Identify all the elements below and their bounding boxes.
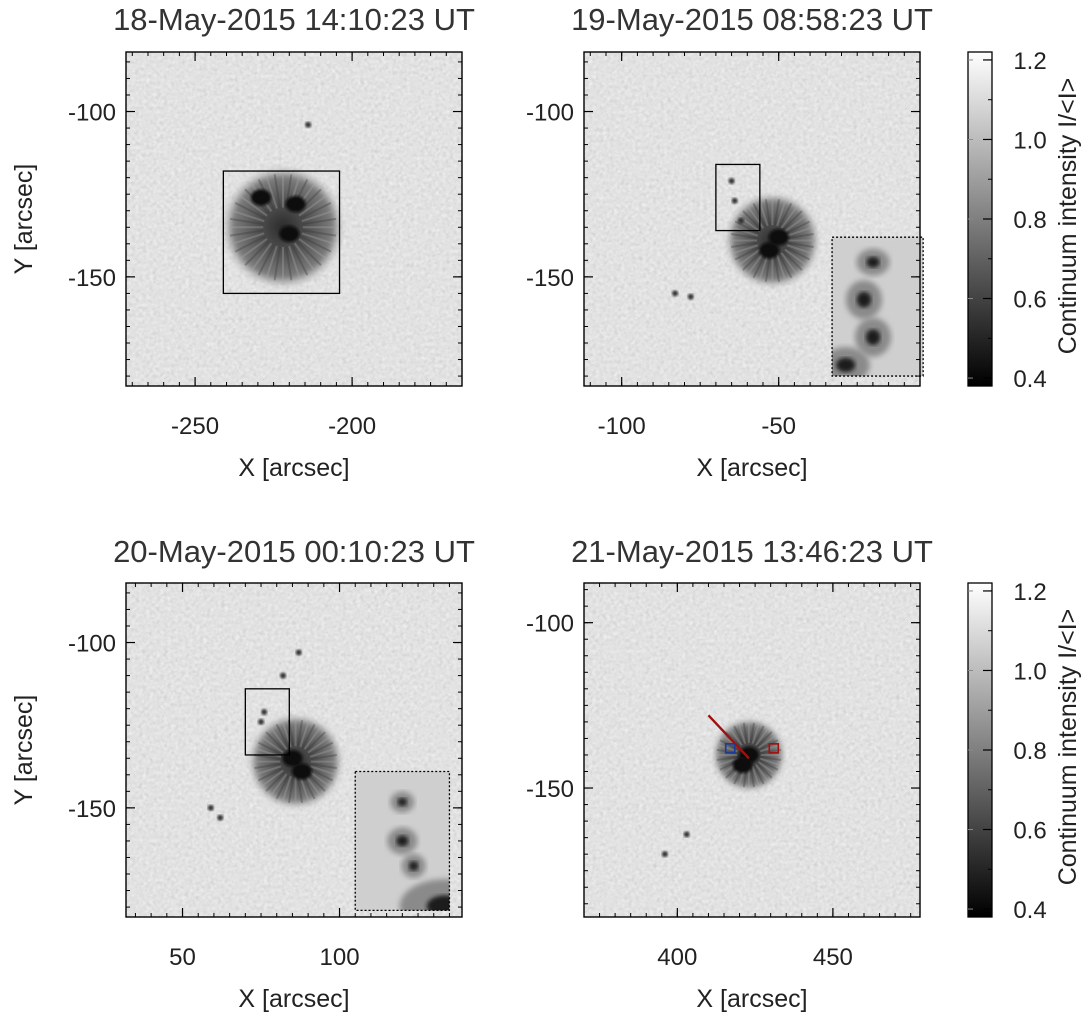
y-tick-label: -150 (526, 265, 574, 292)
inset-feature-1 (866, 256, 880, 268)
x-axis-label: X [arcsec] (238, 985, 349, 1013)
x-axis-label: X [arcsec] (696, 454, 807, 482)
minor-ticks (584, 52, 921, 386)
colorbar-label: Continuum intensity I/<I> (1054, 609, 1082, 886)
colorbar-tick-label: 0.8 (1013, 207, 1046, 234)
colorbar-1: 0.4 0.6 0.8 1.0 1.2 Continuum intensity I/<I> (967, 48, 1082, 393)
colorbar-label: Continuum intensity I/<I> (1054, 78, 1082, 355)
colorbar-2: 0.4 0.6 0.8 1.0 1.2 Continuum intensity I/<I> (967, 579, 1082, 924)
panel-3: 50 100 -100 -150 20-May-2015 00:10:23 UT X [a… (10, 534, 475, 1013)
x-axis-label: X [arcsec] (238, 454, 349, 482)
intensity-image (126, 52, 462, 386)
inset-feature-3 (408, 861, 419, 871)
umbra-3 (279, 225, 300, 243)
inset-feature-4 (836, 357, 856, 373)
penumbral-filaments (253, 719, 338, 804)
axes-frame (583, 582, 921, 918)
marker-square-2 (768, 743, 780, 754)
zoom-inset (831, 236, 924, 377)
y-tick-label: -100 (68, 100, 116, 127)
x-tick-label: 50 (169, 944, 196, 971)
panel-title: 18-May-2015 14:10:23 UT (113, 2, 475, 37)
y-axis-label: Y [arcsec] (10, 164, 38, 275)
inset-feature-2 (396, 835, 409, 847)
marker-square-1 (724, 743, 736, 754)
umbra-1 (282, 750, 303, 767)
panel-2: -100 -50 -100 -150 19-May-2015 08:58:23 UT X … (526, 2, 933, 482)
pore-6 (217, 814, 224, 821)
x-tick-label: -50 (761, 413, 796, 440)
intensity-image (584, 52, 920, 386)
pore-1 (728, 177, 735, 184)
selection-box (222, 170, 341, 295)
colorbar-tick-label: 0.8 (1013, 738, 1046, 765)
y-tick-label: -150 (68, 265, 116, 292)
pore-4 (672, 290, 679, 297)
pore-3 (738, 217, 745, 224)
colorbar-tick-label: 0.6 (1013, 818, 1046, 845)
x-axis-label: X [arcsec] (696, 985, 807, 1013)
pore-3 (280, 672, 287, 679)
colorbar-tick-label: 0.4 (1013, 897, 1046, 924)
slit-line (707, 714, 750, 760)
pore-1 (305, 121, 312, 128)
umbra-1 (250, 189, 272, 206)
pore-5 (687, 293, 694, 300)
axes-frame (583, 51, 921, 387)
intensity-image (584, 583, 920, 917)
inset-feature-1 (397, 797, 408, 807)
pore-2 (683, 831, 690, 838)
axes-frame (125, 582, 463, 918)
x-tick-label: -200 (328, 413, 376, 440)
colorbar-tick-label: 0.6 (1013, 287, 1046, 314)
colorbar-tick-label: 0.4 (1013, 366, 1046, 393)
pore-2 (731, 197, 738, 204)
y-tick-label: -100 (68, 631, 116, 658)
inset-feature-2 (856, 291, 872, 308)
inset-feature-4 (426, 895, 450, 911)
x-tick-label: 400 (657, 944, 697, 971)
x-tick-label: 450 (813, 944, 853, 971)
y-tick-label: -150 (68, 796, 116, 823)
intensity-image (126, 583, 462, 917)
y-axis-label: Y [arcsec] (10, 695, 38, 806)
pore-4 (295, 649, 302, 656)
pore-1 (661, 851, 668, 858)
pore-2 (258, 718, 265, 725)
x-tick-label: -250 (171, 413, 219, 440)
x-tick-label: 100 (320, 944, 360, 971)
panel-title: 19-May-2015 08:58:23 UT (571, 2, 933, 37)
inset-border (831, 236, 924, 377)
selection-box (715, 163, 761, 232)
umbra-2 (732, 756, 753, 773)
selection-box (244, 688, 290, 756)
y-tick-label: -150 (526, 776, 574, 803)
umbra-2 (759, 242, 780, 259)
x-tick-label: -100 (598, 413, 646, 440)
panel-4: 400 450 -100 -150 21-May-2015 13:46:23 UT X [… (526, 534, 933, 1013)
colorbar-tick-label: 1.2 (1013, 579, 1046, 606)
umbra-2 (291, 763, 312, 780)
y-tick-label: -100 (526, 611, 574, 638)
panel-title: 21-May-2015 13:46:23 UT (571, 534, 933, 569)
axes-frame (125, 51, 463, 387)
colorbar-tick-label: 1.2 (1013, 48, 1046, 75)
zoom-inset (354, 770, 451, 912)
panel-1: -250 -200 -100 -150 18-May-2015 14:10:23 UT X… (10, 2, 475, 482)
pore-5 (207, 804, 214, 811)
y-tick-label: -100 (526, 100, 574, 127)
pore-1 (261, 708, 268, 715)
umbra-1 (768, 229, 789, 246)
inset-feature-3 (865, 329, 881, 345)
panel-title: 20-May-2015 00:10:23 UT (113, 534, 475, 569)
colorbar-tick-label: 1.0 (1013, 127, 1046, 154)
umbra-2 (285, 195, 306, 213)
inset-border (354, 770, 451, 912)
colorbar-tick-label: 1.0 (1013, 658, 1046, 685)
